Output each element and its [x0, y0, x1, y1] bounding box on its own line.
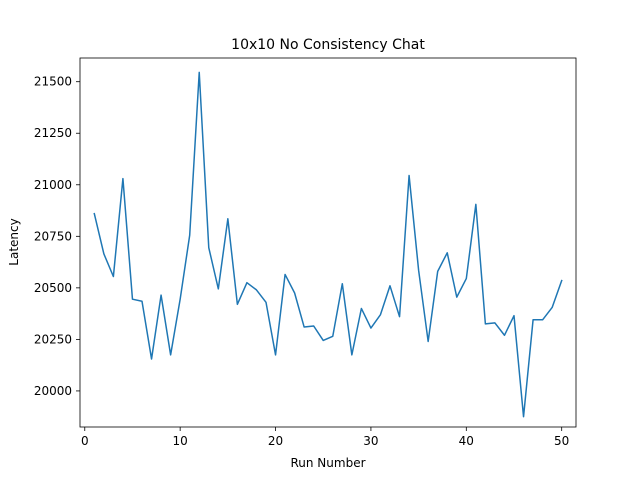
series-line [93, 71, 563, 418]
y-tick-label: 20250 [34, 332, 72, 346]
x-tick-label: 20 [268, 434, 283, 448]
x-tick-label: 30 [363, 434, 378, 448]
x-tick-label: 50 [554, 434, 569, 448]
x-axis-label: Run Number [290, 456, 365, 470]
x-tick-label: 10 [173, 434, 188, 448]
y-tick-label: 20500 [34, 281, 72, 295]
axes-frame [79, 57, 577, 428]
y-tick-label: 21250 [34, 126, 72, 140]
y-tick-label: 20750 [34, 229, 72, 243]
y-tick-label: 20000 [34, 384, 72, 398]
ticks-layer: 0 10 20 30 40 50 20000 20250 20500 20750 21000 2125… [34, 75, 570, 448]
x-tick-label: 0 [81, 434, 89, 448]
y-tick-label: 21000 [34, 178, 72, 192]
plot-area [80, 58, 576, 427]
x-tick-label: 40 [459, 434, 474, 448]
y-tick-label: 21500 [34, 75, 72, 89]
y-axis-label: Latency [7, 218, 21, 265]
series-layer [93, 71, 563, 418]
chart-title: 10x10 No Consistency Chat [231, 37, 425, 53]
